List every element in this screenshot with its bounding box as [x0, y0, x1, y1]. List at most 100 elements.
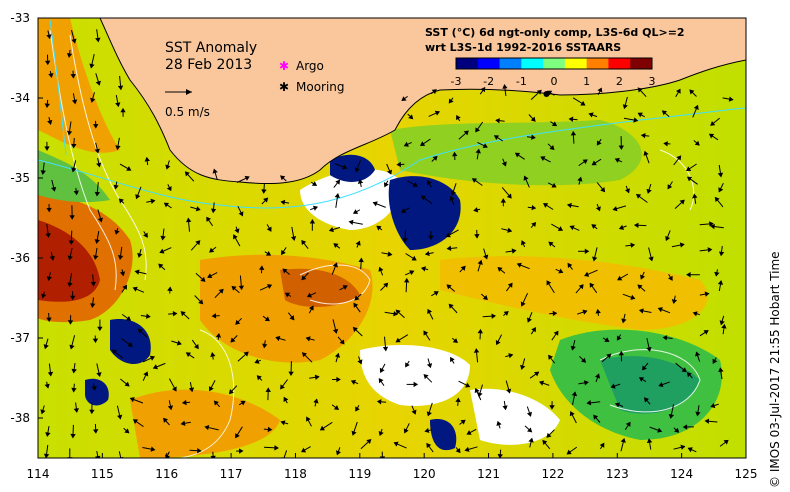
map-title: SST Anomaly — [165, 40, 257, 56]
current-vector-head — [640, 274, 645, 280]
argo-label: Argo — [296, 59, 324, 73]
current-vector-head — [675, 88, 681, 94]
current-vector-head — [686, 272, 691, 278]
colorbar-ticks: -3 -2 -1 0 1 2 3 — [451, 75, 656, 88]
current-vector-head — [243, 351, 249, 357]
current-vector-head — [445, 232, 451, 238]
current-vector-head — [261, 189, 267, 194]
current-vector-head — [595, 206, 601, 212]
colorbar-subtitle: wrt L3S-1d 1992-2016 SSTAARS — [425, 41, 621, 54]
current-vector-head — [679, 242, 685, 248]
current-vector-head — [46, 34, 52, 40]
current-vector-head — [89, 63, 95, 69]
current-vector-head — [328, 227, 334, 233]
current-vector-head — [274, 445, 279, 451]
current-vector-head — [465, 382, 471, 388]
mooring-icon: ✱ — [279, 80, 289, 94]
current-vector-head — [383, 282, 389, 288]
current-vector-head — [558, 268, 564, 274]
current-vector-head — [413, 381, 419, 388]
current-vector-head — [334, 193, 340, 198]
current-vector-head — [378, 378, 384, 384]
current-vector-head — [582, 309, 588, 315]
current-vector-head — [382, 346, 389, 352]
current-vector-head — [474, 234, 480, 239]
current-vector-head — [172, 311, 178, 317]
current-vector-head — [353, 302, 359, 308]
current-vector-head — [606, 353, 612, 359]
current-vector-head — [94, 239, 100, 244]
current-vector-head — [521, 240, 526, 246]
current-vector-head — [527, 427, 533, 433]
current-vector-head — [41, 293, 47, 299]
current-vector-head — [95, 80, 101, 86]
current-vector-head — [171, 386, 177, 392]
current-vector-head — [66, 52, 73, 58]
hot-anomaly-center — [280, 268, 360, 307]
current-vector-head — [531, 326, 536, 333]
current-vector-head — [452, 338, 458, 344]
current-vector-head — [480, 86, 486, 93]
current-vector-head — [67, 282, 73, 288]
x-tick-label: 118 — [284, 467, 307, 481]
current-vector-head — [423, 330, 429, 336]
current-vector-head — [482, 294, 488, 301]
current-vector-head — [378, 266, 384, 272]
current-vector-head — [637, 87, 643, 93]
current-vector-head — [640, 132, 646, 139]
credit-text: © IMOS 03-Jul-2017 21:55 Hobart Time — [768, 251, 782, 488]
contour-line — [599, 349, 701, 413]
current-vector-head — [496, 420, 502, 426]
current-vector-head — [432, 155, 438, 161]
colorbar-swatch — [477, 58, 501, 69]
current-vector-head — [633, 117, 639, 123]
current-vector-head — [67, 320, 74, 325]
current-vector-head — [204, 424, 210, 431]
current-vector-head — [111, 349, 118, 355]
current-vector-head — [618, 224, 625, 230]
current-vector-head — [308, 305, 314, 311]
current-vectors — [40, 29, 734, 458]
current-vector-head — [207, 273, 213, 279]
current-vector-head — [569, 225, 575, 231]
current-vector-head — [546, 280, 552, 286]
current-vector-head — [500, 198, 506, 203]
current-vector-head — [658, 381, 664, 388]
current-vector-head — [400, 208, 407, 213]
current-vector-head — [482, 143, 488, 148]
current-vector-head — [566, 202, 572, 209]
current-vector-head — [91, 385, 97, 391]
current-vector-head — [591, 224, 597, 229]
current-vector-head — [546, 432, 552, 438]
current-vector-head — [661, 110, 668, 116]
current-vector-head — [200, 276, 206, 282]
y-tick-label: -34 — [10, 91, 30, 105]
current-vector-head — [503, 310, 509, 316]
current-vector — [96, 451, 99, 458]
current-vector-head — [96, 162, 102, 168]
current-vector-head — [694, 140, 700, 146]
coastline — [99, 18, 746, 185]
current-vector-head — [314, 374, 320, 380]
y-tick-label: -38 — [10, 411, 30, 425]
current-vector-head — [166, 186, 172, 192]
current-vector-head — [46, 207, 52, 213]
colorbar-tick-label: -3 — [451, 75, 462, 88]
current-vector-head — [450, 190, 456, 196]
current-vector-head — [124, 381, 130, 387]
current-vector-head — [124, 428, 130, 434]
current-vector-head — [95, 37, 101, 43]
current-vector-head — [460, 419, 466, 425]
current-vector-head — [714, 271, 720, 277]
current-vector-head — [638, 308, 644, 314]
current-vector-head — [695, 411, 701, 417]
current-vector-head — [44, 60, 51, 66]
y-tick-label: -36 — [10, 251, 30, 265]
current-vector-head — [717, 280, 724, 285]
current-vector-head — [354, 167, 360, 173]
current-vector-head — [471, 178, 478, 183]
current-vector-head — [115, 145, 121, 151]
current-vector-head — [599, 442, 605, 448]
current-vector-head — [266, 226, 272, 232]
